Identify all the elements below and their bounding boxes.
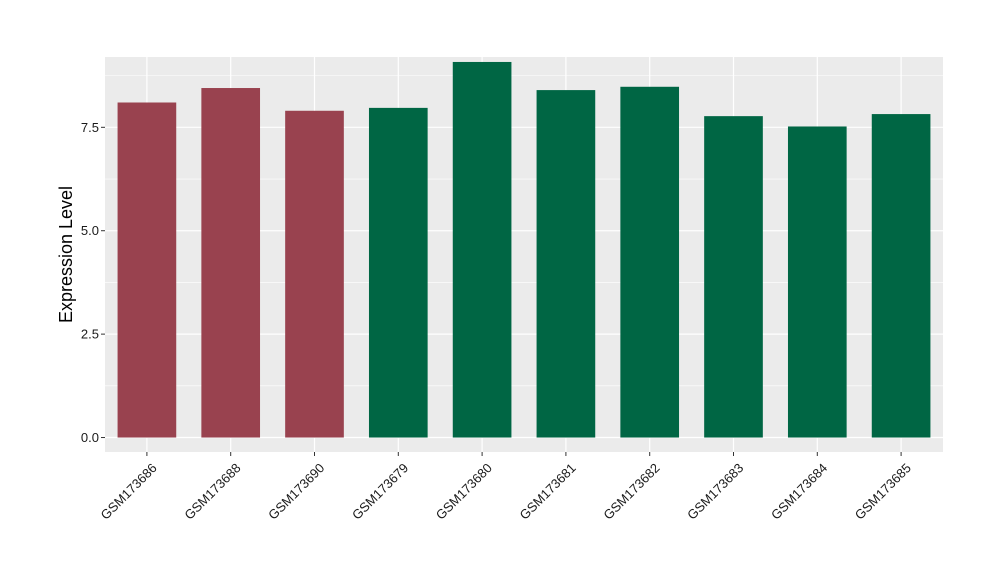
x-tick-label: GSM173679: [349, 460, 411, 522]
y-tick-label: 0.0: [81, 430, 99, 445]
x-axis: GSM173686 GSM173688 GSM173690 GSM173679 GSM1…: [98, 452, 914, 523]
bar-GSM173681: [536, 90, 596, 438]
bars-group: [117, 61, 931, 438]
bar-GSM173682: [620, 86, 680, 438]
bar-GSM173684: [787, 126, 847, 438]
y-tick-label: 7.5: [81, 120, 99, 135]
x-tick-label: GSM173690: [265, 460, 327, 522]
x-tick-label: GSM173681: [517, 460, 579, 522]
bar-GSM173683: [704, 116, 763, 438]
bar-GSM173690: [285, 110, 344, 438]
bar-GSM173685: [871, 114, 931, 438]
x-tick-label: GSM173685: [852, 460, 914, 522]
x-tick-label: GSM173680: [433, 460, 495, 522]
y-axis-title: Expression Level: [56, 186, 76, 323]
x-tick-label: GSM173686: [98, 460, 160, 522]
bar-GSM173688: [201, 88, 261, 438]
x-tick-label: GSM173682: [600, 460, 662, 522]
bar-GSM173679: [368, 107, 428, 438]
y-tick-label: 5.0: [81, 223, 99, 238]
bar-GSM173686: [117, 102, 177, 438]
y-axis: 0.0 2.5 5.0 7.5: [81, 120, 105, 445]
bar-GSM173680: [452, 61, 512, 438]
x-tick-label: GSM173683: [684, 460, 746, 522]
x-tick-label: GSM173684: [768, 460, 830, 522]
y-tick-label: 2.5: [81, 327, 99, 342]
x-tick-label: GSM173688: [181, 460, 243, 522]
